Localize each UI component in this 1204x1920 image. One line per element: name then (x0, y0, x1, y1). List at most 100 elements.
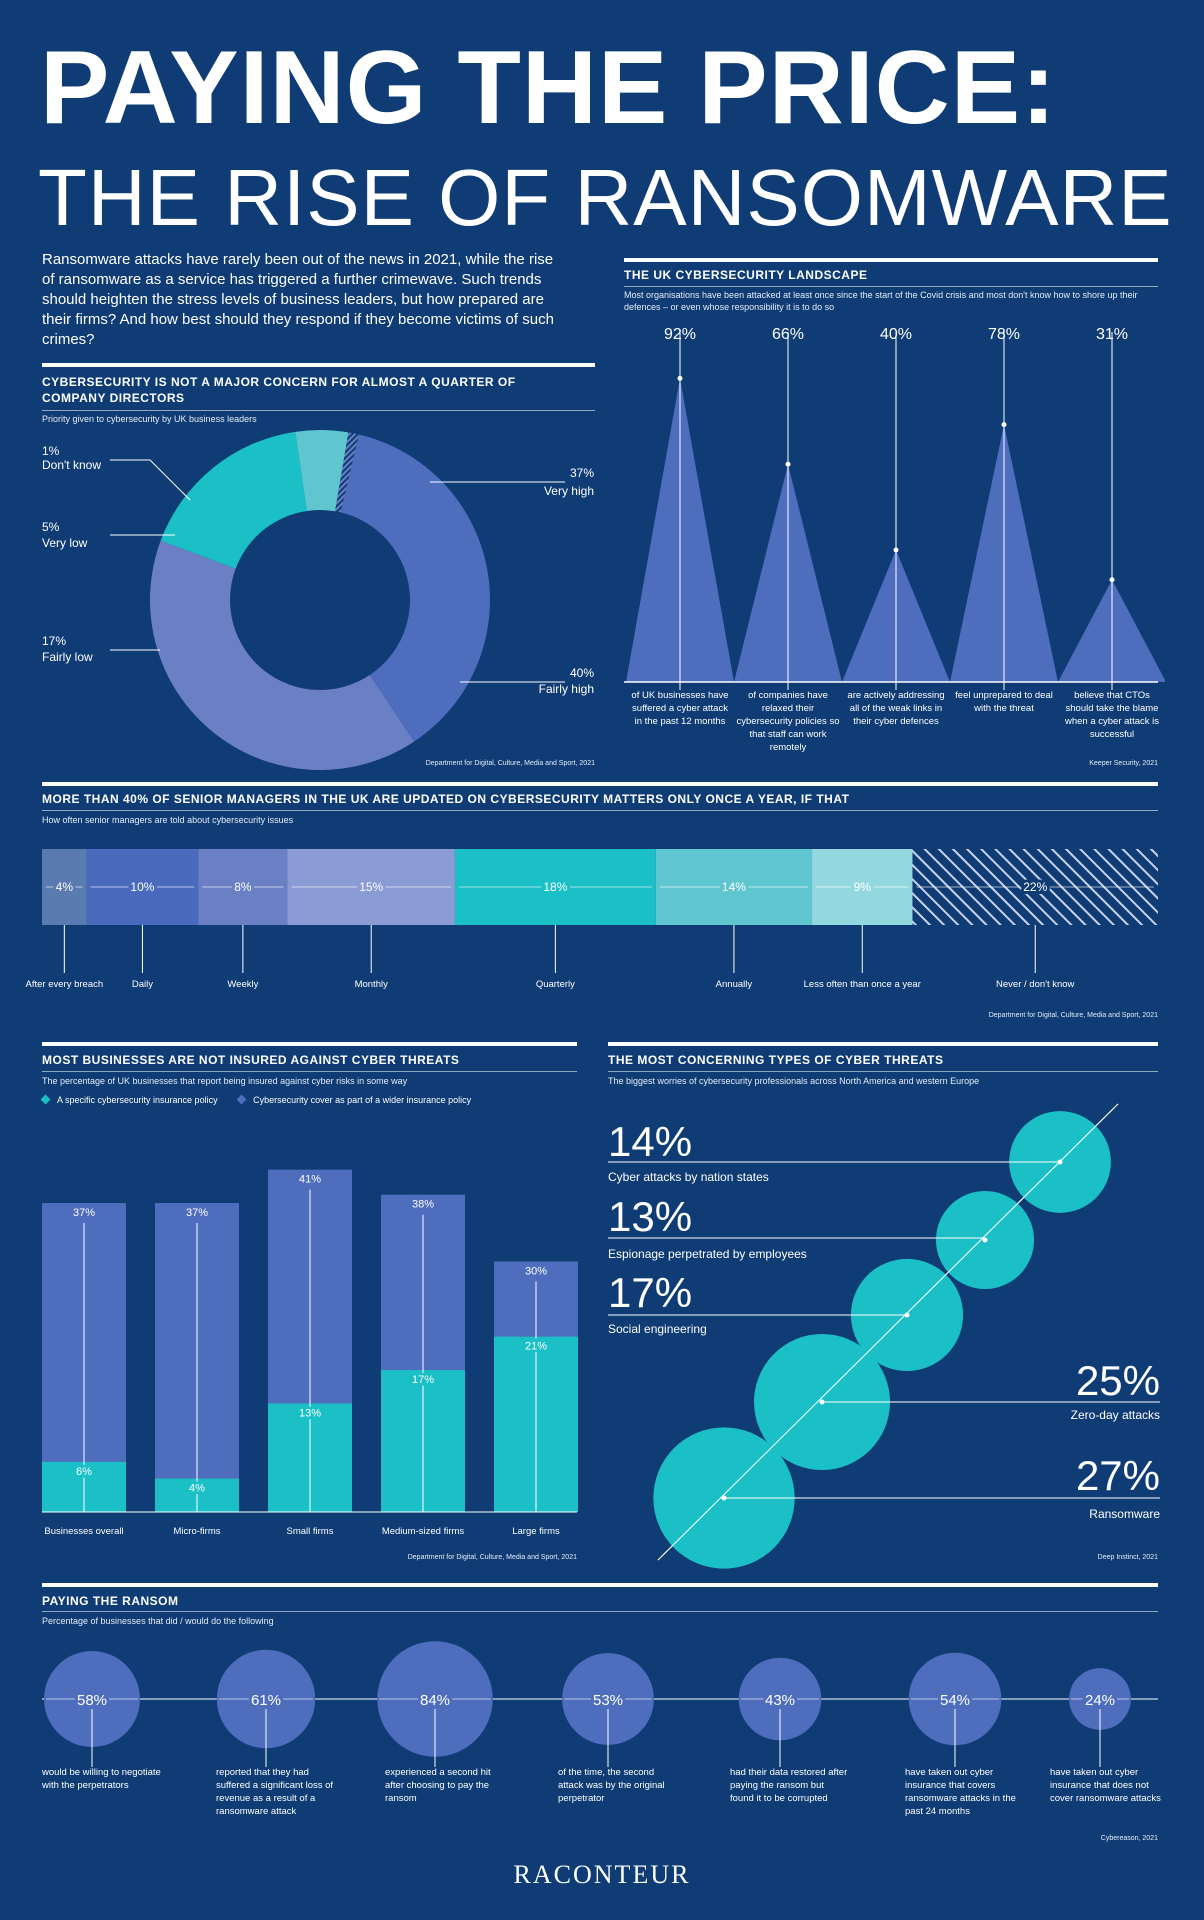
donut-slice-0 (340, 434, 491, 742)
ransom-desc-5: have taken out cyber insurance that cove… (905, 1767, 1016, 1817)
insurance-category-4: Large firms (512, 1526, 560, 1537)
pie-label-very-low: Very low (42, 536, 88, 550)
threat-label-social-engineering: Social engineering (608, 1322, 707, 1336)
pie-label-very-high: Very high (543, 484, 594, 498)
priority-title: CYBERSECURITY IS NOT A MAJOR CONCERN FOR… (42, 375, 516, 405)
updates-label-7: Never / don't know (996, 979, 1075, 990)
insurance-category-1: Micro-firms (174, 1526, 221, 1537)
pie-label-fairly-low-pct: 17% (42, 634, 67, 648)
donut-slice-3 (295, 430, 349, 512)
pie-label-dont-know: Don't know (42, 458, 101, 472)
landscape-point-0 (677, 375, 683, 381)
pie-label-fairly-low: Fairly low (42, 650, 93, 664)
insurance-label-specific-2: 13% (299, 1407, 321, 1419)
ransom-title: PAYING THE RANSOM (42, 1594, 179, 1608)
legend-purple-marker (236, 1094, 247, 1105)
section-divider (42, 810, 1158, 811)
raconteur-logo: RACONTEUR (513, 1860, 691, 1889)
updates-pct-4: 18% (543, 880, 567, 894)
threats-bubble-chart (608, 1103, 1160, 1569)
section-divider (608, 1071, 1158, 1072)
section-rule (42, 363, 595, 367)
landscape-pct-3: 78% (987, 326, 1021, 343)
donut-slice-2 (160, 431, 307, 569)
insurance-label-wider-1: 37% (186, 1207, 208, 1219)
section-rule (42, 782, 1158, 786)
legend-specific: A specific cybersecurity insurance polic… (57, 1095, 218, 1105)
landscape-point-2 (893, 547, 899, 553)
insurance-source: Department for Digital, Culture, Media a… (407, 1554, 577, 1561)
page-title: PAYING THE PRICE: (40, 30, 1057, 146)
ransom-desc-4: had their data restored after paying the… (730, 1767, 848, 1804)
insurance-label-specific-4: 21% (525, 1341, 547, 1353)
ransom-desc-2: experienced a second hit after choosing … (385, 1767, 491, 1804)
threat-label-espionage: Espionage perpetrated by employees (608, 1247, 807, 1261)
priority-source: Department for Digital, Culture, Media a… (425, 760, 595, 767)
ransom-pct-0: 58% (77, 1692, 107, 1709)
updates-label-3: Monthly (354, 979, 388, 990)
donut-slice-4 (335, 432, 359, 513)
landscape-desc-1: of companies have relaxed their cybersec… (736, 690, 840, 753)
ransom-pct-6: 24% (1085, 1692, 1115, 1709)
threat-label-nation-states: Cyber attacks by nation states (608, 1170, 769, 1184)
landscape-point-4 (1109, 577, 1115, 583)
updates-label-5: Annually (715, 979, 753, 990)
updates-subtitle: How often senior managers are told about… (42, 815, 294, 825)
updates-stacked-bar: 4% 10% 8% 15% 18% 14% 9% 22% (42, 849, 1158, 973)
priority-subtitle: Priority given to cybersecurity by UK bu… (42, 414, 257, 424)
updates-pct-7: 22% (1023, 880, 1047, 894)
updates-label-4: Quarterly (535, 979, 575, 990)
donut-slice-1 (150, 540, 415, 770)
insurance-label-specific-0: 6% (76, 1466, 92, 1478)
intro-text: Ransomware attacks have rarely been out … (42, 251, 554, 348)
section-divider (42, 1611, 1158, 1612)
section-divider (624, 286, 1158, 287)
section-divider (42, 1071, 577, 1072)
threat-pct-nation-states: 14% (608, 1118, 693, 1165)
threat-center-1 (982, 1237, 988, 1243)
insurance-bar-chart: 37% 6% Businesses overall 37% 4% Micro-firms 4… (42, 1169, 578, 1537)
threats-source: Deep Instinct, 2021 (1097, 1554, 1158, 1561)
insurance-label-specific-3: 17% (412, 1374, 434, 1386)
pie-label-fairly-high-pct: 40% (569, 666, 594, 680)
insurance-category-2: Small firms (287, 1526, 334, 1537)
section-rule (42, 1042, 577, 1046)
updates-pct-2: 8% (234, 880, 252, 894)
threat-pct-ransomware: 27% (1075, 1452, 1160, 1499)
insurance-label-wider-0: 37% (73, 1207, 95, 1219)
insurance-title: MOST BUSINESSES ARE NOT INSURED AGAINST … (42, 1053, 460, 1067)
pie-label-fairly-high: Fairly high (538, 682, 594, 696)
threats-title: THE MOST CONCERNING TYPES OF CYBER THREA… (608, 1053, 944, 1067)
ransom-pct-2: 84% (420, 1692, 450, 1709)
threats-diagonal-top (657, 1103, 1119, 1561)
ransom-pct-1: 61% (251, 1692, 281, 1709)
section-rule (624, 258, 1158, 262)
landscape-pct-2: 40% (879, 326, 913, 343)
pie-label-very-low-pct: 5% (42, 520, 60, 534)
insurance-label-wider-2: 41% (299, 1174, 321, 1186)
page-subtitle: THE RISE OF RANSOMWARE (38, 153, 1173, 242)
legend-wider: Cybersecurity cover as part of a wider i… (253, 1095, 472, 1105)
ransom-subtitle: Percentage of businesses that did / woul… (42, 1616, 274, 1626)
ransom-source: Cybereason, 2021 (1100, 1835, 1158, 1842)
landscape-pct-4: 31% (1095, 326, 1129, 343)
insurance-category-0: Businesses overall (44, 1526, 123, 1537)
updates-pct-5: 14% (722, 880, 746, 894)
threat-label-zero-day: Zero-day attacks (1070, 1408, 1160, 1422)
threat-pct-social-engineering: 17% (608, 1269, 693, 1316)
ransom-pct-5: 54% (940, 1692, 970, 1709)
pie-label-very-high-pct: 37% (569, 466, 594, 480)
updates-label-0: After every breach (25, 979, 104, 990)
ransom-desc-6: have taken out cyber insurance that does… (1050, 1767, 1161, 1804)
section-divider (42, 410, 595, 411)
landscape-desc-2: are actively addressing all of the weak … (847, 690, 945, 727)
landscape-desc-4: believe that CTOs should take the blame … (1065, 690, 1159, 740)
insurance-label-specific-1: 4% (189, 1483, 205, 1495)
landscape-title: THE UK CYBERSECURITY LANDSCAPE (624, 268, 868, 282)
updates-label-2: Weekly (227, 979, 259, 990)
updates-label-6: Less often than once a year (803, 979, 921, 990)
updates-source: Department for Digital, Culture, Media a… (988, 1012, 1158, 1019)
landscape-subtitle: Most organisations have been attacked at… (624, 290, 1138, 312)
ransom-desc-0: would be willing to negotiate with the p… (42, 1767, 161, 1791)
threat-pct-zero-day: 25% (1075, 1357, 1160, 1404)
